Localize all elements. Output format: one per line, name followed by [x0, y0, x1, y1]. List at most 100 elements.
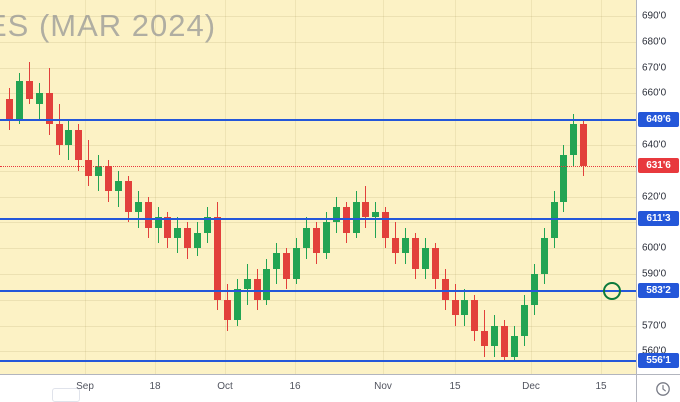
candle: [224, 300, 231, 320]
price-level-badge[interactable]: 583'2: [638, 283, 679, 298]
price-tick-label: 570'0: [642, 320, 667, 332]
price-axis[interactable]: 649'6 611'3 583'2 556'1 631'6 690'0 680'0 670'0…: [636, 0, 680, 374]
price-level-badge[interactable]: 649'6: [638, 112, 679, 127]
price-tick-label: 620'0: [642, 191, 667, 203]
candle: [442, 279, 449, 300]
time-label: Oct: [217, 381, 233, 392]
candle: [402, 238, 409, 253]
candle: [115, 181, 122, 191]
price-gridline: [0, 171, 636, 172]
last-price-line: [0, 166, 636, 167]
price-gridline: [0, 68, 636, 69]
candle: [273, 253, 280, 269]
time-axis[interactable]: Sep 18 Oct 16 Nov 15 Dec 15: [0, 374, 636, 402]
entry-marker-circle[interactable]: [603, 282, 621, 300]
candle: [184, 228, 191, 248]
candle: [422, 248, 429, 269]
candle: [155, 217, 162, 228]
candle: [36, 93, 43, 104]
price-gridline: [0, 274, 636, 275]
price-gridline: [0, 300, 636, 301]
candle: [164, 217, 171, 238]
candle: [551, 202, 558, 238]
price-gridline: [0, 326, 636, 327]
time-label: Dec: [522, 381, 540, 392]
price-level-badge[interactable]: 611'3: [638, 211, 679, 226]
candle: [531, 274, 538, 305]
symbol-title: ES (MAR 2024): [0, 8, 217, 43]
candle-wick: [375, 202, 376, 238]
last-price-badge: 631'6: [638, 158, 679, 173]
price-level-line[interactable]: [0, 360, 636, 362]
axis-corner: [636, 374, 680, 402]
candle: [412, 238, 419, 269]
time-gridline: [455, 0, 456, 374]
clock-icon[interactable]: [655, 381, 671, 397]
price-tick-label: 670'0: [642, 62, 667, 74]
candle: [26, 81, 33, 99]
candle: [471, 300, 478, 331]
time-gridline: [155, 0, 156, 374]
plot-area[interactable]: ES (MAR 2024): [0, 0, 636, 374]
candle: [65, 130, 72, 145]
time-gridline: [225, 0, 226, 374]
price-gridline: [0, 93, 636, 94]
candle: [392, 238, 399, 253]
price-level-line[interactable]: [0, 218, 636, 220]
price-tick-label: 600'0: [642, 242, 667, 254]
candle: [105, 166, 112, 191]
time-label: 16: [289, 381, 301, 392]
candle: [362, 202, 369, 217]
candle: [461, 300, 468, 315]
candle: [580, 124, 587, 166]
candle: [244, 279, 251, 289]
price-tick-label: 560'0: [642, 345, 667, 357]
price-gridline: [0, 145, 636, 146]
time-gridline: [383, 0, 384, 374]
candle: [6, 99, 13, 119]
candle: [491, 326, 498, 346]
candle: [95, 166, 102, 176]
price-tick-label: 660'0: [642, 87, 667, 99]
candle: [283, 253, 290, 279]
candle: [263, 269, 270, 300]
price-level-badge[interactable]: 556'1: [638, 353, 679, 368]
candle: [16, 81, 23, 119]
candle: [570, 124, 577, 155]
candle: [343, 207, 350, 233]
candle: [135, 202, 142, 212]
candle: [194, 233, 201, 248]
price-tick-label: 680'0: [642, 36, 667, 48]
time-gridline: [295, 0, 296, 374]
time-label: Sep: [76, 381, 94, 392]
time-gridline: [85, 0, 86, 374]
candle: [174, 228, 181, 238]
time-label: 15: [595, 381, 607, 392]
candle: [372, 212, 379, 217]
candle: [541, 238, 548, 274]
price-tick-label: 590'0: [642, 268, 667, 280]
candle: [511, 336, 518, 357]
price-gridline: [0, 351, 636, 352]
candle: [452, 300, 459, 315]
candle: [382, 212, 389, 238]
candle: [501, 326, 508, 357]
price-gridline: [0, 42, 636, 43]
time-label: 15: [449, 381, 461, 392]
price-gridline: [0, 222, 636, 223]
candle: [313, 228, 320, 253]
price-level-line[interactable]: [0, 119, 636, 121]
candle: [56, 124, 63, 145]
price-level-line[interactable]: [0, 290, 636, 292]
candle: [303, 228, 310, 248]
candle: [125, 181, 132, 212]
candle: [46, 93, 53, 124]
candle: [323, 222, 330, 253]
candle: [293, 248, 300, 279]
candle: [432, 248, 439, 279]
candle: [254, 279, 261, 300]
time-label: Nov: [374, 381, 392, 392]
candle: [234, 289, 241, 320]
price-tick-label: 690'0: [642, 10, 667, 22]
